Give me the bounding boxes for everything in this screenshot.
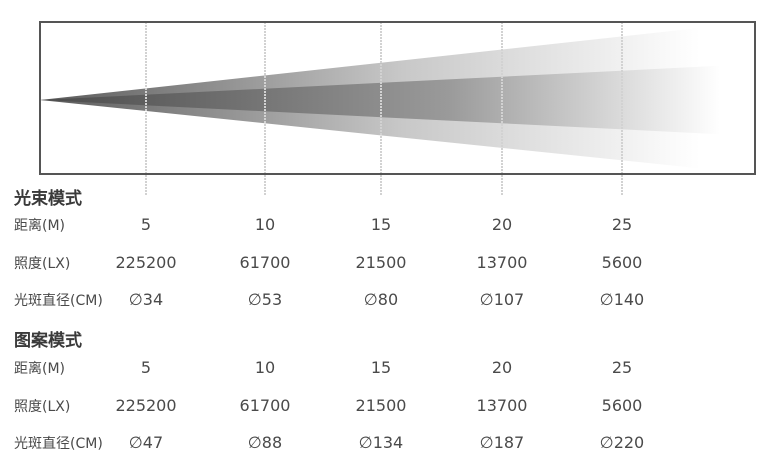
table-cell: 10 <box>254 215 276 234</box>
table-cell: 61700 <box>239 396 291 415</box>
table-cell: 21500 <box>355 253 407 272</box>
inner-beam-cone <box>40 64 754 136</box>
table-cell: 5 <box>140 215 152 234</box>
row-label: 光斑直径(CM) <box>14 436 103 452</box>
row-label: 照度(LX) <box>14 399 71 415</box>
table-cell: 61700 <box>239 253 291 272</box>
section-title: 光束模式 <box>14 189 82 209</box>
table-cell: 20 <box>491 215 513 234</box>
row-label: 距离(M) <box>14 361 66 377</box>
table-cell: 13700 <box>476 396 528 415</box>
table-cell: 225200 <box>115 253 177 272</box>
table-cell: ∅53 <box>247 290 283 309</box>
table-cell: ∅47 <box>128 433 164 452</box>
row-label: 光斑直径(CM) <box>14 293 103 309</box>
table-cell: ∅88 <box>247 433 283 452</box>
table-cell: 5600 <box>601 253 643 272</box>
table-cell: ∅80 <box>363 290 399 309</box>
table-cell: 25 <box>611 215 633 234</box>
table-cell: 5600 <box>601 396 643 415</box>
diagram-frame-border <box>39 21 756 175</box>
table-cell: 13700 <box>476 253 528 272</box>
section-title: 图案模式 <box>14 331 82 351</box>
table-cell: ∅34 <box>128 290 164 309</box>
table-cell: ∅134 <box>358 433 404 452</box>
table-cell: 15 <box>370 215 392 234</box>
distance-markers <box>145 22 623 196</box>
table-cell: ∅140 <box>599 290 645 309</box>
table-cell: ∅220 <box>599 433 645 452</box>
table-cell: 20 <box>491 358 513 377</box>
beam-diagram <box>39 21 756 196</box>
table-cell: ∅187 <box>479 433 525 452</box>
table-cell: 15 <box>370 358 392 377</box>
table-cell: 5 <box>140 358 152 377</box>
table-cell: 10 <box>254 358 276 377</box>
row-label: 距离(M) <box>14 218 66 234</box>
row-label: 照度(LX) <box>14 256 71 272</box>
table-cell: ∅107 <box>479 290 525 309</box>
table-cell: 25 <box>611 358 633 377</box>
table-cell: 225200 <box>115 396 177 415</box>
table-cell: 21500 <box>355 396 407 415</box>
